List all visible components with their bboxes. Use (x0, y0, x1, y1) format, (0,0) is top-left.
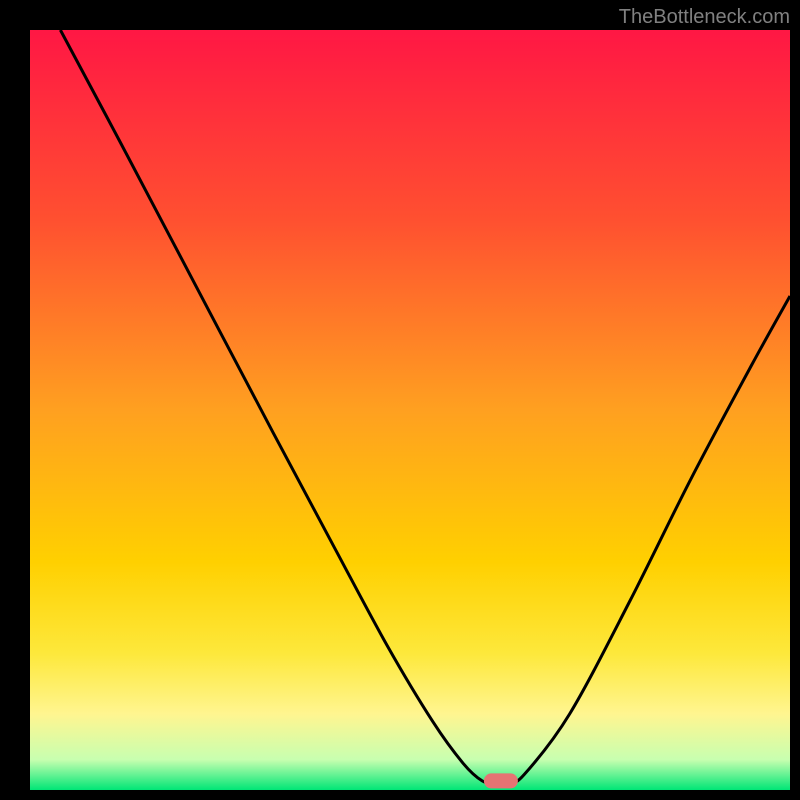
bottleneck-curve (30, 30, 790, 790)
curve-path (60, 30, 790, 783)
plot-area (30, 30, 790, 790)
optimal-point-marker (484, 773, 518, 788)
chart-frame (0, 30, 800, 790)
attribution-label: TheBottleneck.com (619, 6, 790, 29)
